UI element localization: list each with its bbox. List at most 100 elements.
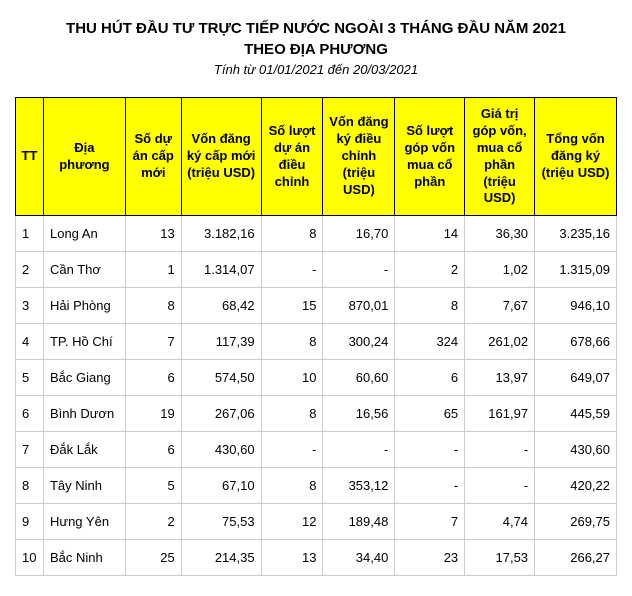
col-header-share-value: Giá trị góp vốn, mua cổ phần (triệu USD) bbox=[465, 98, 535, 216]
table-cell: 36,30 bbox=[465, 216, 535, 252]
table-cell: 214,35 bbox=[181, 540, 261, 576]
table-cell: 430,60 bbox=[535, 432, 617, 468]
table-cell: 10 bbox=[261, 360, 323, 396]
table-cell: 15 bbox=[261, 288, 323, 324]
table-cell: - bbox=[261, 432, 323, 468]
table-cell: 353,12 bbox=[323, 468, 395, 504]
table-cell: 267,06 bbox=[181, 396, 261, 432]
table-cell: 678,66 bbox=[535, 324, 617, 360]
table-cell: 17,53 bbox=[465, 540, 535, 576]
table-cell: - bbox=[395, 432, 465, 468]
col-header-share-count: Số lượt góp vốn mua cổ phần bbox=[395, 98, 465, 216]
table-cell: 266,27 bbox=[535, 540, 617, 576]
table-row: 7Đắk Lắk6430,60----430,60 bbox=[16, 432, 617, 468]
table-cell: 65 bbox=[395, 396, 465, 432]
table-cell: - bbox=[465, 432, 535, 468]
table-row: 2Cần Thơ11.314,07--21,021.315,09 bbox=[16, 252, 617, 288]
table-cell: Tây Ninh bbox=[43, 468, 125, 504]
table-cell: 34,40 bbox=[323, 540, 395, 576]
table-cell: 25 bbox=[125, 540, 181, 576]
table-row: 3Hải Phòng868,4215870,0187,67946,10 bbox=[16, 288, 617, 324]
table-cell: Cần Thơ bbox=[43, 252, 125, 288]
table-cell: 8 bbox=[261, 468, 323, 504]
table-cell: 3.182,16 bbox=[181, 216, 261, 252]
table-cell: 649,07 bbox=[535, 360, 617, 396]
table-cell: 324 bbox=[395, 324, 465, 360]
table-cell: 67,10 bbox=[181, 468, 261, 504]
table-cell: 75,53 bbox=[181, 504, 261, 540]
table-cell: 1,02 bbox=[465, 252, 535, 288]
table-cell: 7 bbox=[125, 324, 181, 360]
table-cell: 189,48 bbox=[323, 504, 395, 540]
table-cell: 16,70 bbox=[323, 216, 395, 252]
table-cell: 574,50 bbox=[181, 360, 261, 396]
date-range: Tính từ 01/01/2021 đến 20/03/2021 bbox=[15, 62, 617, 77]
table-cell: TP. Hồ Chí bbox=[43, 324, 125, 360]
table-row: 5Bắc Giang6574,501060,60613,97649,07 bbox=[16, 360, 617, 396]
table-cell: 300,24 bbox=[323, 324, 395, 360]
table-cell: Bắc Giang bbox=[43, 360, 125, 396]
table-cell: 1 bbox=[125, 252, 181, 288]
table-cell: 870,01 bbox=[323, 288, 395, 324]
table-cell: 4,74 bbox=[465, 504, 535, 540]
col-header-tt: TT bbox=[16, 98, 44, 216]
table-cell: 261,02 bbox=[465, 324, 535, 360]
table-cell: 5 bbox=[125, 468, 181, 504]
col-header-new-capital: Vốn đăng ký cấp mới (triệu USD) bbox=[181, 98, 261, 216]
fdi-table: TT Địa phương Số dự án cấp mới Vốn đăng … bbox=[15, 97, 617, 576]
table-cell: 13,97 bbox=[465, 360, 535, 396]
table-cell: 269,75 bbox=[535, 504, 617, 540]
table-row: 8Tây Ninh567,108353,12--420,22 bbox=[16, 468, 617, 504]
table-cell: 5 bbox=[16, 360, 44, 396]
table-cell: - bbox=[261, 252, 323, 288]
table-cell: 3 bbox=[16, 288, 44, 324]
table-cell: 23 bbox=[395, 540, 465, 576]
table-cell: 8 bbox=[261, 324, 323, 360]
table-cell: - bbox=[465, 468, 535, 504]
table-cell: 13 bbox=[125, 216, 181, 252]
table-cell: 13 bbox=[261, 540, 323, 576]
table-cell: 8 bbox=[16, 468, 44, 504]
table-cell: 6 bbox=[16, 396, 44, 432]
table-row: 9Hưng Yên275,5312189,4874,74269,75 bbox=[16, 504, 617, 540]
table-cell: 6 bbox=[125, 432, 181, 468]
table-row: 1Long An133.182,16816,701436,303.235,16 bbox=[16, 216, 617, 252]
table-cell: Long An bbox=[43, 216, 125, 252]
table-cell: 2 bbox=[395, 252, 465, 288]
col-header-adj-capital: Vốn đăng ký điều chỉnh (triệu USD) bbox=[323, 98, 395, 216]
table-cell: - bbox=[395, 468, 465, 504]
table-cell: 2 bbox=[16, 252, 44, 288]
table-cell: 1 bbox=[16, 216, 44, 252]
table-cell: 12 bbox=[261, 504, 323, 540]
table-cell: 7 bbox=[395, 504, 465, 540]
table-cell: 19 bbox=[125, 396, 181, 432]
table-cell: Bắc Ninh bbox=[43, 540, 125, 576]
table-body: 1Long An133.182,16816,701436,303.235,162… bbox=[16, 216, 617, 576]
table-cell: Hưng Yên bbox=[43, 504, 125, 540]
table-cell: 7 bbox=[16, 432, 44, 468]
table-cell: - bbox=[323, 252, 395, 288]
table-cell: 1.314,07 bbox=[181, 252, 261, 288]
table-cell: 117,39 bbox=[181, 324, 261, 360]
table-cell: 68,42 bbox=[181, 288, 261, 324]
table-cell: 8 bbox=[261, 396, 323, 432]
table-header-row: TT Địa phương Số dự án cấp mới Vốn đăng … bbox=[16, 98, 617, 216]
table-cell: 2 bbox=[125, 504, 181, 540]
table-cell: - bbox=[323, 432, 395, 468]
table-cell: 7,67 bbox=[465, 288, 535, 324]
table-cell: Bình Dươn bbox=[43, 396, 125, 432]
col-header-adj-count: Số lượt dự án điều chỉnh bbox=[261, 98, 323, 216]
table-row: 6Bình Dươn19267,06816,5665161,97445,59 bbox=[16, 396, 617, 432]
table-cell: 6 bbox=[395, 360, 465, 396]
table-cell: 420,22 bbox=[535, 468, 617, 504]
col-header-location: Địa phương bbox=[43, 98, 125, 216]
table-cell: 946,10 bbox=[535, 288, 617, 324]
table-cell: 161,97 bbox=[465, 396, 535, 432]
table-cell: 430,60 bbox=[181, 432, 261, 468]
table-row: 4TP. Hồ Chí7117,398300,24324261,02678,66 bbox=[16, 324, 617, 360]
table-cell: Hải Phòng bbox=[43, 288, 125, 324]
table-row: 10Bắc Ninh25214,351334,402317,53266,27 bbox=[16, 540, 617, 576]
table-cell: Đắk Lắk bbox=[43, 432, 125, 468]
col-header-new-projects: Số dự án cấp mới bbox=[125, 98, 181, 216]
table-cell: 8 bbox=[261, 216, 323, 252]
